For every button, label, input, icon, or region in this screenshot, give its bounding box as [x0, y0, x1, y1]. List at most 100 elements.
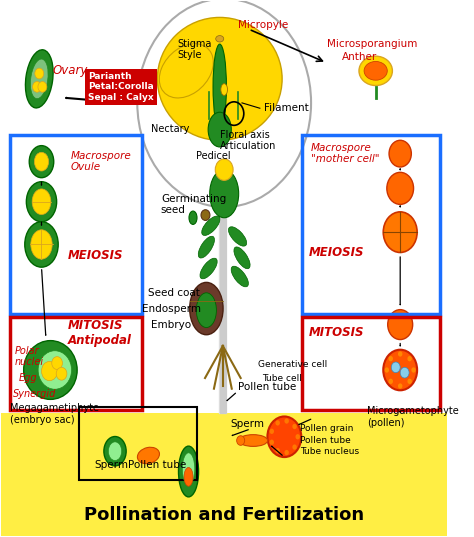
Circle shape: [387, 172, 413, 205]
Circle shape: [35, 68, 44, 79]
Text: Articulation: Articulation: [220, 141, 276, 151]
Circle shape: [411, 367, 416, 373]
Text: Egg: Egg: [19, 373, 38, 383]
Text: MITOSIS: MITOSIS: [309, 326, 365, 339]
Text: MITOSIS
Antipodal: MITOSIS Antipodal: [67, 318, 131, 346]
Ellipse shape: [137, 447, 159, 464]
Circle shape: [292, 445, 297, 450]
Text: Macrospore
Ovule: Macrospore Ovule: [71, 151, 131, 172]
Circle shape: [295, 434, 300, 439]
Text: Pollen tube: Pollen tube: [237, 382, 296, 392]
Ellipse shape: [34, 153, 49, 171]
Ellipse shape: [182, 453, 195, 485]
Text: Microsporangium: Microsporangium: [327, 39, 417, 49]
Text: Pollen tube: Pollen tube: [128, 460, 187, 470]
Text: Endosperm: Endosperm: [142, 303, 201, 314]
Circle shape: [284, 418, 289, 424]
Text: Floral axis: Floral axis: [220, 130, 270, 140]
Text: Germinating
seed: Germinating seed: [161, 194, 226, 215]
Text: MEIOSIS: MEIOSIS: [309, 246, 365, 259]
Circle shape: [275, 448, 280, 453]
Ellipse shape: [231, 266, 248, 287]
Text: Pollen grain: Pollen grain: [300, 424, 353, 433]
Ellipse shape: [32, 189, 51, 215]
Ellipse shape: [201, 210, 210, 220]
Ellipse shape: [213, 44, 227, 129]
FancyBboxPatch shape: [1, 413, 447, 535]
Circle shape: [389, 379, 393, 384]
Circle shape: [33, 82, 42, 92]
Ellipse shape: [200, 258, 217, 279]
Circle shape: [215, 159, 233, 180]
Text: Embryo: Embryo: [151, 320, 191, 330]
Circle shape: [267, 417, 301, 457]
Ellipse shape: [208, 112, 231, 147]
Circle shape: [389, 140, 411, 167]
Text: Nectary: Nectary: [151, 124, 189, 134]
Circle shape: [275, 420, 280, 425]
Circle shape: [384, 367, 389, 373]
Ellipse shape: [202, 216, 220, 235]
Circle shape: [56, 367, 67, 380]
Text: Generative cell: Generative cell: [257, 360, 327, 369]
Ellipse shape: [196, 293, 217, 328]
Text: Microgametophyte
(pollen): Microgametophyte (pollen): [367, 406, 458, 428]
Circle shape: [38, 82, 47, 92]
Circle shape: [408, 379, 412, 384]
Circle shape: [400, 367, 409, 378]
Ellipse shape: [234, 247, 250, 268]
Ellipse shape: [157, 17, 282, 140]
Circle shape: [398, 383, 402, 389]
Ellipse shape: [109, 442, 122, 461]
Ellipse shape: [221, 84, 228, 96]
Text: Pollen tube: Pollen tube: [300, 436, 351, 445]
Text: Tube cell: Tube cell: [262, 374, 302, 382]
Text: Synergid: Synergid: [12, 389, 56, 399]
Ellipse shape: [24, 340, 77, 400]
Ellipse shape: [359, 56, 392, 85]
Ellipse shape: [31, 230, 52, 259]
Text: Megagametiphyte
(embryo sac): Megagametiphyte (embryo sac): [10, 403, 99, 425]
Text: Pedicel: Pedicel: [196, 151, 231, 161]
Text: Stigma
Style: Stigma Style: [177, 39, 212, 60]
Ellipse shape: [364, 62, 387, 80]
Circle shape: [388, 310, 413, 339]
Ellipse shape: [210, 170, 239, 217]
Ellipse shape: [190, 282, 223, 335]
Ellipse shape: [104, 437, 126, 466]
Ellipse shape: [184, 468, 193, 486]
Ellipse shape: [159, 43, 213, 98]
Circle shape: [408, 356, 412, 361]
Text: Tube nucleus: Tube nucleus: [300, 447, 359, 456]
Circle shape: [389, 356, 393, 361]
Ellipse shape: [189, 211, 197, 224]
Ellipse shape: [237, 436, 245, 445]
Text: MEIOSIS: MEIOSIS: [68, 249, 124, 262]
Circle shape: [398, 351, 402, 357]
Text: Anther: Anther: [342, 53, 377, 62]
Ellipse shape: [26, 50, 53, 108]
Text: Parianth
Petal:Corolla
Sepal : Calyx: Parianth Petal:Corolla Sepal : Calyx: [88, 72, 154, 102]
Text: Sperm: Sperm: [231, 419, 265, 430]
Text: Pollination and Fertilization: Pollination and Fertilization: [84, 506, 364, 524]
Ellipse shape: [27, 182, 56, 222]
Circle shape: [270, 429, 274, 434]
Circle shape: [270, 440, 274, 445]
Circle shape: [383, 350, 417, 390]
Circle shape: [292, 424, 297, 429]
Circle shape: [284, 450, 289, 455]
Ellipse shape: [25, 222, 58, 267]
Text: Sperm: Sperm: [94, 460, 128, 470]
Ellipse shape: [198, 236, 214, 258]
Ellipse shape: [216, 35, 224, 42]
Ellipse shape: [29, 146, 54, 178]
Text: Polar
nuclei: Polar nuclei: [15, 346, 44, 367]
Ellipse shape: [38, 351, 72, 389]
Ellipse shape: [228, 227, 246, 246]
Text: Seed coat: Seed coat: [148, 287, 201, 297]
Text: Macrospore
"mother cell": Macrospore "mother cell": [311, 143, 380, 164]
Circle shape: [52, 357, 63, 369]
Ellipse shape: [30, 59, 48, 99]
Ellipse shape: [179, 446, 199, 497]
Circle shape: [42, 361, 57, 381]
